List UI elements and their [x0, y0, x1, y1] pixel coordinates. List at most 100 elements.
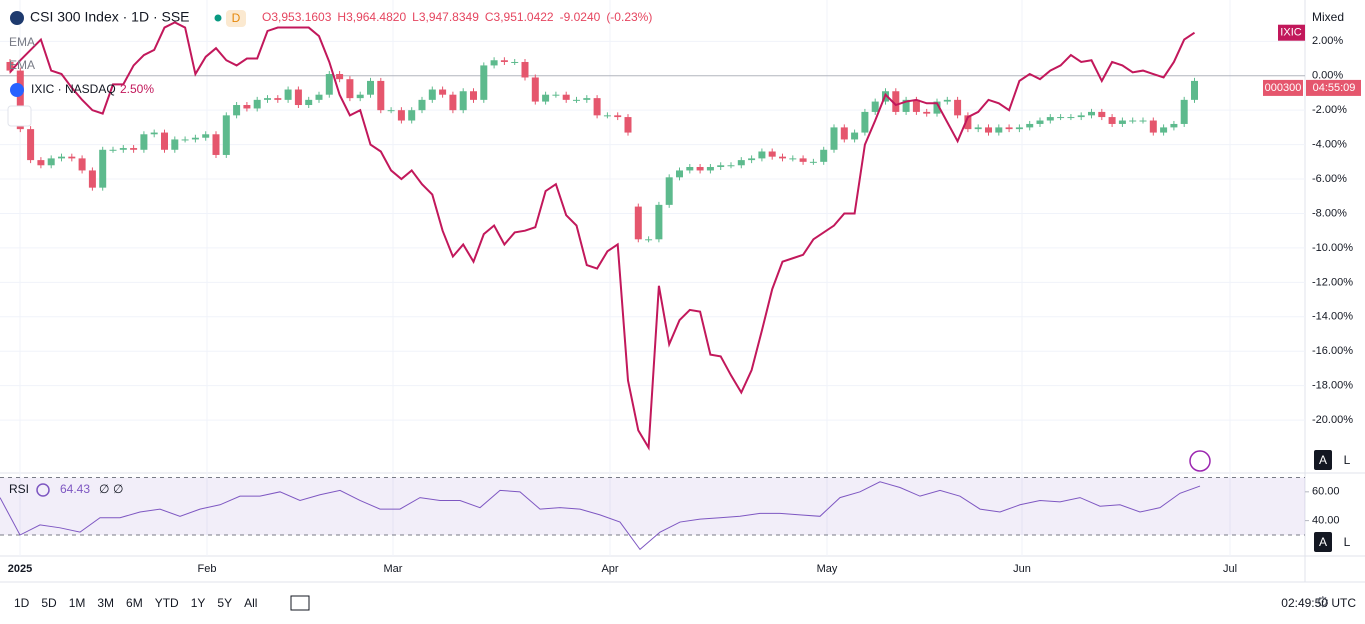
range-button[interactable]: 6M	[126, 596, 143, 610]
compare-symbol[interactable]: IXIC · NASDAQ	[31, 82, 116, 96]
candle-body	[562, 94, 570, 100]
candle-body	[1139, 120, 1147, 122]
y-tick-label: -14.00%	[1312, 311, 1353, 323]
candle-body	[418, 99, 426, 111]
scale-button[interactable]	[1338, 532, 1356, 552]
ema-label[interactable]: EMA	[9, 35, 35, 49]
candle-body	[593, 98, 601, 116]
x-tick-label: Jul	[1223, 563, 1237, 575]
compare-badge	[1278, 24, 1305, 41]
candle-body	[603, 115, 611, 117]
candle-body	[1036, 120, 1044, 124]
y-tick-label: -8.00%	[1312, 207, 1347, 219]
candle-body	[253, 99, 261, 109]
candle-body	[78, 158, 86, 171]
rsi-band	[0, 477, 1305, 536]
range-button[interactable]: 5D	[41, 596, 57, 610]
candle-body	[1015, 127, 1023, 130]
rsi-icon	[36, 483, 50, 497]
candle-body	[552, 94, 560, 96]
candle-body	[521, 61, 529, 78]
ema-label[interactable]: EMA	[9, 58, 35, 72]
candle-body	[974, 127, 982, 130]
settings-icon[interactable]: ⚙	[1316, 594, 1329, 611]
candle-body	[583, 98, 591, 100]
price-badge	[1263, 79, 1303, 96]
candle-body	[1160, 127, 1168, 133]
interval-badge: D	[232, 11, 241, 25]
candle-body	[500, 60, 508, 62]
candle-body	[356, 94, 364, 99]
candle-body	[1129, 120, 1137, 122]
candle-body	[902, 99, 910, 112]
candle-body	[222, 115, 230, 155]
candle-body	[212, 134, 220, 155]
symbol-title[interactable]: CSI 300 Index · 1D · SSE	[30, 9, 190, 25]
candle-body	[16, 70, 24, 130]
alert-icon[interactable]	[1189, 450, 1211, 472]
range-button[interactable]: 5Y	[217, 596, 232, 610]
candle-body	[150, 132, 158, 135]
y-tick-label: -12.00%	[1312, 276, 1353, 288]
date-range-icon[interactable]	[290, 595, 310, 611]
compare-change: 2.50%	[120, 82, 154, 96]
candle-body	[274, 98, 282, 100]
candle-body	[737, 160, 745, 166]
candle-body	[202, 134, 210, 138]
candle-body	[511, 61, 519, 63]
range-button[interactable]: 1M	[69, 596, 86, 610]
ohlc-value: H3,964.4820	[337, 10, 406, 24]
ohlc-value: (-0.23%)	[606, 10, 652, 24]
rsi-tick-label: 40.00	[1312, 515, 1340, 527]
scale-button-label: A	[1319, 535, 1327, 549]
candle-body	[47, 158, 55, 166]
scale-mode[interactable]: Mixed	[1312, 10, 1344, 24]
candle-body	[119, 148, 127, 150]
range-button[interactable]: 3M	[97, 596, 114, 610]
candle-body	[923, 111, 931, 114]
candle-body	[542, 94, 550, 102]
rsi-label: RSI	[9, 482, 29, 496]
compare-line	[9, 21, 1196, 451]
candle-body	[799, 158, 807, 162]
candle-body	[305, 99, 313, 106]
ohlc-value: O3,953.1603	[262, 10, 332, 24]
candle-body	[665, 177, 673, 205]
candle-body	[1057, 117, 1065, 119]
candle-body	[470, 91, 477, 100]
range-button[interactable]: 1D	[14, 596, 30, 610]
candle-body	[27, 129, 35, 161]
price-badge-label: 000300	[1265, 82, 1302, 94]
rsi-value: 64.43	[60, 482, 90, 496]
collapse-button[interactable]	[7, 105, 32, 127]
candle-body	[408, 110, 416, 121]
range-button[interactable]: YTD	[155, 596, 179, 610]
candle-body	[645, 239, 653, 241]
candle-body	[943, 99, 951, 102]
candle-body	[315, 94, 323, 100]
candle-body	[531, 77, 539, 102]
range-button[interactable]: All	[244, 596, 257, 610]
scale-button-label: L	[1344, 453, 1351, 467]
rsi-param: ∅	[113, 482, 123, 496]
candle-body	[727, 165, 735, 167]
candle-body	[1088, 111, 1095, 116]
range-button[interactable]: 1Y	[191, 596, 206, 610]
compare-badge-label: IXIC	[1280, 27, 1301, 39]
scale-button[interactable]	[1314, 450, 1332, 470]
scale-button[interactable]	[1338, 450, 1356, 470]
x-tick-label: 2025	[8, 563, 32, 575]
candle-body	[851, 132, 859, 140]
countdown-label: 04:55:09	[1313, 82, 1356, 94]
scale-button[interactable]	[1314, 532, 1332, 552]
candle-body	[1098, 111, 1106, 118]
countdown-badge	[1306, 79, 1361, 96]
candle-body	[789, 158, 797, 160]
y-tick-label: 0.00%	[1312, 70, 1343, 82]
candle-body	[809, 161, 817, 163]
candle-body	[161, 132, 168, 150]
x-tick-label: Apr	[601, 563, 618, 575]
candle-body	[676, 170, 683, 178]
